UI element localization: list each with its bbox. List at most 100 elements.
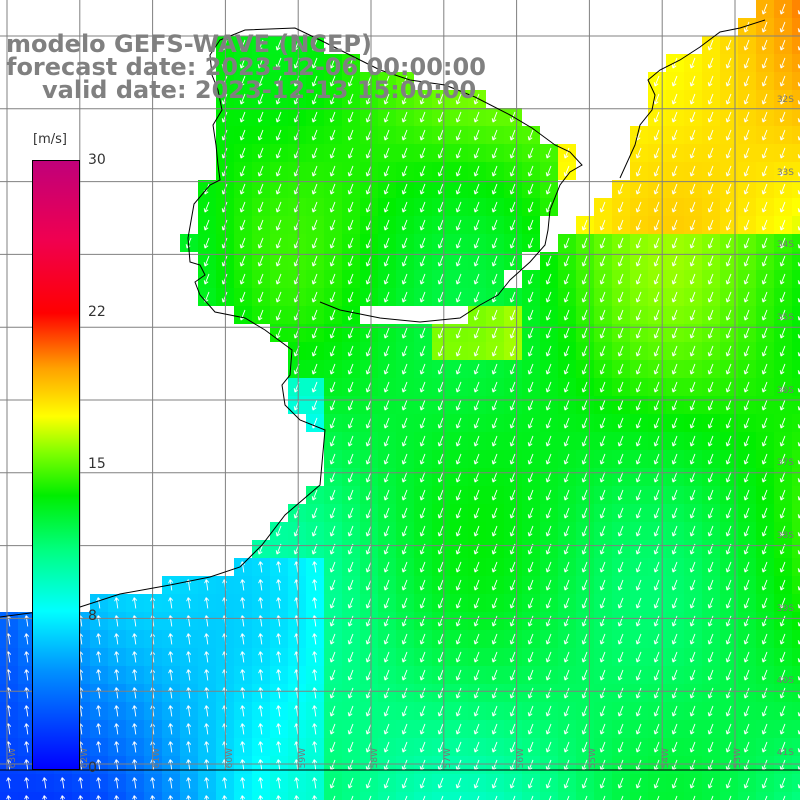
- wind-arrow: [599, 633, 606, 645]
- wind-arrow: [347, 579, 354, 591]
- wind-arrow: [455, 507, 462, 519]
- wind-arrow: [689, 219, 696, 231]
- wind-arrow: [347, 273, 354, 285]
- wind-arrow: [689, 741, 696, 753]
- wind-arrow: [707, 687, 714, 699]
- wind-arrow: [689, 255, 696, 267]
- wind-arrow: [239, 93, 246, 105]
- wind-speed-cell: [594, 792, 612, 800]
- wind-arrow: [257, 165, 264, 177]
- wind-arrow: [761, 147, 768, 159]
- wind-arrow: [275, 291, 282, 303]
- wind-arrow: [707, 363, 714, 375]
- wind-arrow: [275, 39, 282, 51]
- wind-arrow: [494, 795, 498, 800]
- lon-label: 53W: [733, 748, 743, 769]
- colorbar: [32, 160, 80, 770]
- wind-arrow: [365, 705, 372, 717]
- wind-arrow: [437, 345, 444, 357]
- wind-arrow: [599, 705, 606, 717]
- wind-arrow: [239, 39, 246, 51]
- wind-arrow: [24, 777, 30, 789]
- wind-arrow: [401, 111, 408, 123]
- wind-arrow: [527, 435, 534, 447]
- wind-arrow: [419, 723, 426, 735]
- wind-arrow: [491, 507, 498, 519]
- wind-speed-cell: [792, 684, 800, 702]
- wind-arrow: [257, 183, 264, 195]
- wind-arrow: [294, 795, 300, 800]
- wind-arrow: [419, 345, 426, 357]
- wind-arrow: [779, 525, 786, 537]
- wind-arrow: [707, 669, 714, 681]
- wind-arrow: [617, 417, 624, 429]
- wind-arrow: [275, 255, 282, 267]
- wind-arrow: [275, 273, 282, 285]
- wind-speed-cell: [792, 306, 800, 324]
- wind-speed-cell: [414, 792, 432, 800]
- wind-arrow: [204, 579, 210, 591]
- wind-arrow: [527, 651, 534, 663]
- wind-arrow: [240, 723, 246, 735]
- wind-arrow: [707, 705, 714, 717]
- wind-arrow: [599, 327, 606, 339]
- wind-arrow: [509, 453, 516, 465]
- wind-arrow: [473, 201, 480, 213]
- wind-arrow: [419, 219, 426, 231]
- wind-arrow: [401, 705, 408, 717]
- wind-arrow: [509, 561, 516, 573]
- wind-arrow: [275, 75, 282, 87]
- wind-arrow: [599, 723, 606, 735]
- wind-arrow: [707, 453, 714, 465]
- wind-arrow: [563, 597, 570, 609]
- wind-arrow: [329, 291, 336, 303]
- wind-arrow: [761, 417, 768, 429]
- wind-arrow: [347, 669, 354, 681]
- wind-arrow: [132, 795, 138, 800]
- wind-arrow: [455, 381, 462, 393]
- wind-arrow: [401, 237, 408, 249]
- wind-arrow: [509, 165, 516, 177]
- wind-arrow: [186, 759, 192, 771]
- lat-label: 40S: [776, 676, 794, 686]
- wind-arrow: [419, 741, 426, 753]
- wind-arrow: [509, 597, 516, 609]
- wind-arrow: [653, 615, 660, 627]
- wind-arrow: [653, 525, 660, 537]
- wind-arrow: [186, 597, 192, 609]
- wind-arrow: [186, 795, 192, 800]
- wind-arrow: [725, 615, 732, 627]
- wind-speed-cell: [792, 180, 800, 198]
- wind-arrow: [671, 651, 678, 663]
- wind-arrow: [653, 111, 660, 123]
- wind-speed-cell: [792, 774, 800, 792]
- wind-arrow: [635, 165, 642, 177]
- wind-arrow: [258, 651, 264, 663]
- wind-arrow: [617, 615, 624, 627]
- wind-arrow: [545, 363, 552, 375]
- wind-arrow: [329, 381, 336, 393]
- wind-arrow: [581, 453, 588, 465]
- wind-speed-cell: [558, 792, 576, 800]
- wind-speed-cell: [792, 108, 800, 126]
- wind-arrow: [491, 273, 498, 285]
- wind-arrow: [563, 309, 570, 321]
- wind-arrow: [240, 741, 246, 753]
- wind-arrow: [329, 93, 336, 105]
- wind-arrow: [779, 345, 786, 357]
- wind-arrow: [239, 111, 246, 123]
- wind-arrow: [311, 525, 318, 537]
- wind-arrow: [239, 201, 246, 213]
- wind-arrow: [617, 687, 624, 699]
- wind-arrow: [455, 597, 462, 609]
- wind-arrow: [563, 327, 570, 339]
- wind-arrow: [761, 309, 768, 321]
- wind-arrow: [671, 489, 678, 501]
- wind-arrow: [761, 327, 768, 339]
- wind-arrow: [311, 93, 318, 105]
- wind-arrow: [671, 345, 678, 357]
- wind-arrow: [779, 507, 786, 519]
- wind-arrow: [275, 525, 282, 537]
- wind-arrow: [743, 381, 750, 393]
- wind-arrow: [509, 345, 516, 357]
